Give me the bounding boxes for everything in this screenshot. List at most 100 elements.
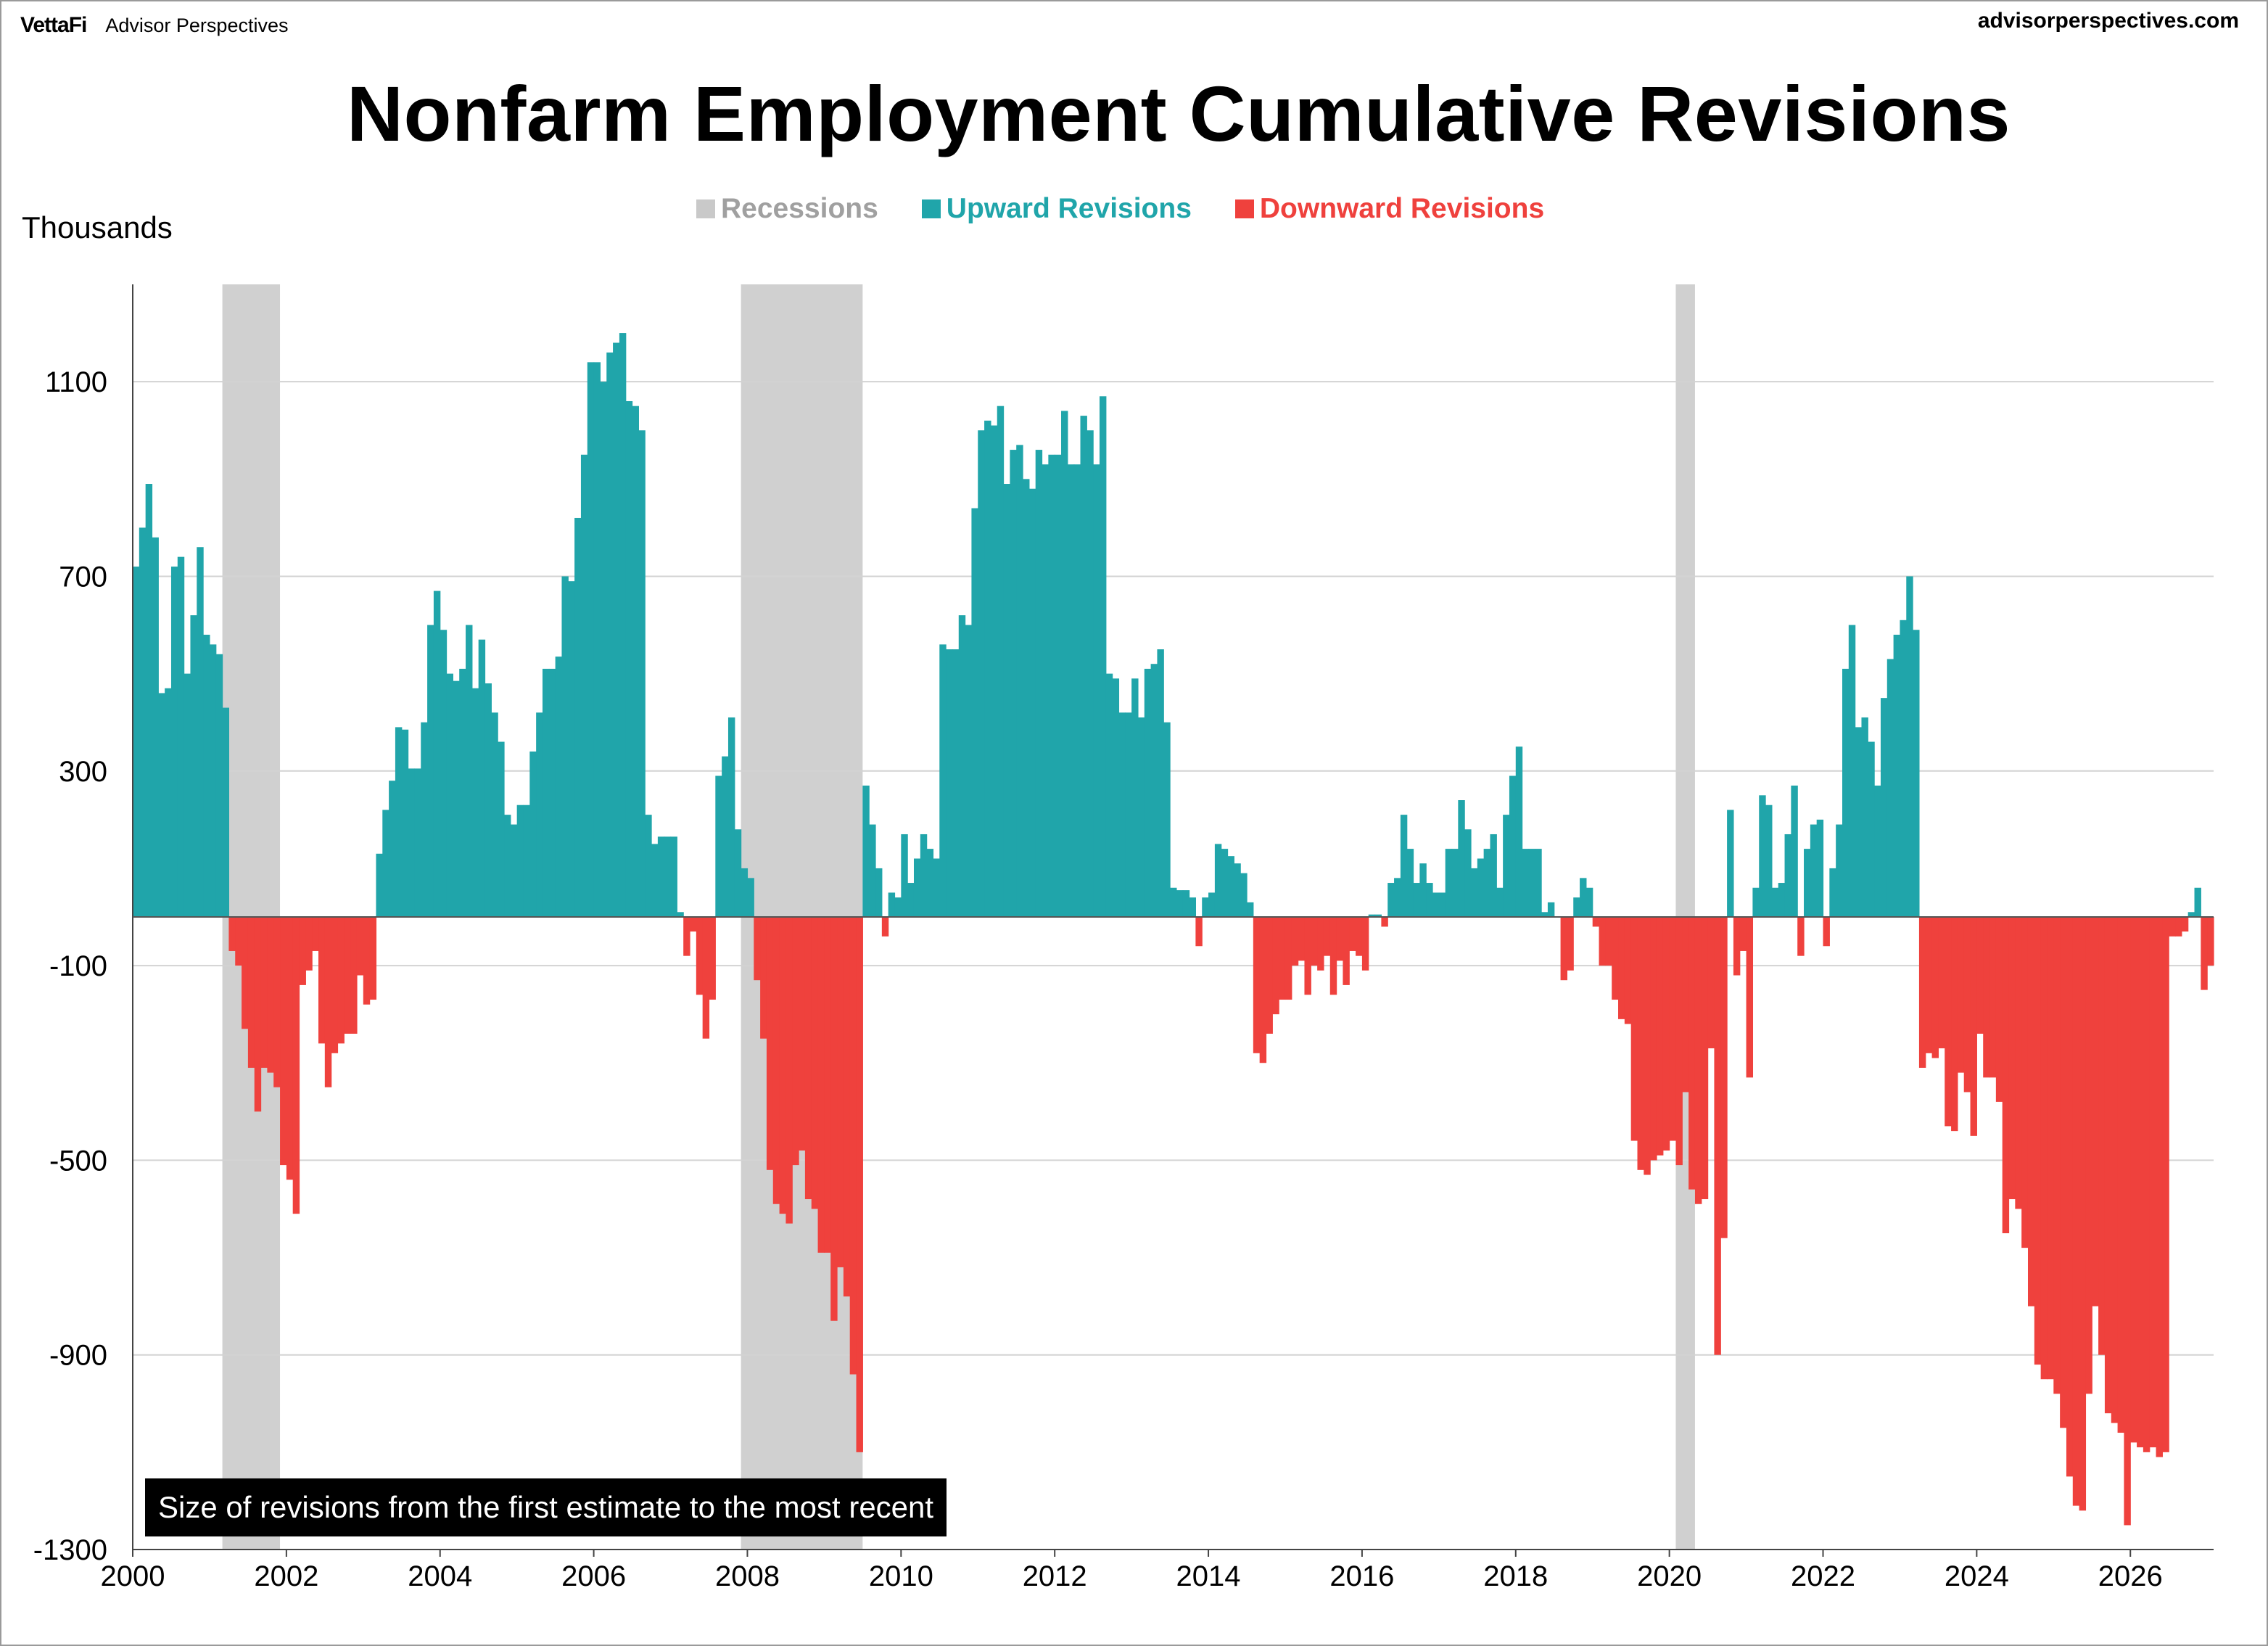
bar [760, 917, 767, 1039]
bar [1080, 416, 1087, 917]
bar [478, 639, 486, 917]
bar [881, 917, 889, 937]
bar [2085, 917, 2092, 1394]
y-tick-label: -100 [49, 950, 107, 982]
brand-name: Advisor Perspectives [105, 15, 289, 36]
bar [1157, 649, 1164, 917]
legend-label-recessions: Recessions [721, 193, 878, 224]
bar [1714, 917, 1721, 1355]
bar [1599, 917, 1606, 966]
bar [2053, 917, 2061, 1394]
bar [568, 581, 575, 917]
bar [1765, 805, 1773, 917]
bar [1797, 917, 1805, 956]
bar [1567, 917, 1574, 971]
bar [1073, 464, 1081, 917]
bar [1804, 849, 1811, 917]
bar [555, 657, 563, 917]
bar [1189, 897, 1196, 917]
legend: Recessions Upward Revisions Downward Rev… [696, 193, 1544, 225]
bar [471, 688, 479, 917]
x-tick-label: 2026 [2098, 1560, 2163, 1592]
y-axis-label: Thousands [22, 210, 173, 244]
bar [811, 917, 819, 1209]
bar [933, 858, 940, 917]
bar [619, 333, 627, 918]
bar [785, 917, 793, 1224]
bar [209, 644, 217, 917]
x-tick-label: 2000 [101, 1560, 165, 1592]
bar [1464, 829, 1472, 917]
bar [1848, 625, 1856, 917]
bar [1284, 917, 1292, 1000]
bar [1656, 917, 1664, 1156]
bar [952, 649, 960, 917]
bar [190, 615, 197, 917]
bar [2015, 917, 2022, 1209]
bar [1067, 464, 1075, 917]
bar [1989, 917, 1997, 1078]
bar [1913, 630, 1920, 917]
bar [2034, 917, 2042, 1365]
bar [350, 917, 358, 1034]
bar [344, 917, 351, 1034]
bar [1694, 917, 1702, 1204]
bar [145, 484, 153, 917]
bar [414, 768, 421, 917]
chart-note: Size of revisions from the first estimat… [145, 1478, 947, 1536]
legend-item-downward: Downward Revisions [1234, 193, 1544, 225]
bar [1413, 883, 1420, 917]
bar [1214, 844, 1222, 917]
bar [1112, 678, 1120, 917]
bar [875, 868, 883, 917]
bar [183, 673, 191, 917]
bar [1650, 917, 1657, 1161]
legend-label-upward: Upward Revisions [946, 193, 1192, 224]
bar [1880, 698, 1888, 917]
bar [1010, 450, 1017, 917]
bar [203, 634, 210, 917]
legend-item-upward: Upward Revisions [921, 193, 1192, 225]
bar [1458, 800, 1465, 917]
bar [971, 508, 978, 917]
bar [1208, 892, 1216, 917]
bar [523, 805, 530, 917]
vettafi-logo: VettaFi [20, 13, 87, 37]
x-tick-label: 2018 [1483, 1560, 1548, 1592]
bar [696, 917, 704, 995]
bar [997, 406, 1005, 917]
bar [254, 917, 262, 1112]
bar [2066, 917, 2074, 1477]
bar [1150, 664, 1158, 917]
bar [600, 382, 607, 917]
bar [1394, 878, 1401, 917]
bar [984, 420, 991, 917]
bar [1195, 917, 1203, 947]
bar [1644, 917, 1651, 1175]
bar [1016, 445, 1023, 917]
bar [817, 917, 825, 1253]
bar [1419, 863, 1427, 917]
bar [152, 537, 159, 917]
bar [1361, 917, 1369, 971]
bar [574, 517, 582, 917]
bar [1093, 464, 1100, 917]
site-url[interactable]: advisorperspectives.com [1977, 9, 2239, 33]
x-tick-label: 2006 [561, 1560, 626, 1592]
legend-swatch-upward [921, 199, 941, 218]
bar [1356, 917, 1363, 956]
bar [1163, 722, 1171, 917]
bar [1612, 917, 1619, 1000]
bar [466, 625, 473, 917]
bar [1227, 856, 1234, 917]
bar [133, 567, 140, 917]
bar [2169, 917, 2176, 937]
bar [1906, 576, 1913, 917]
bar [1746, 917, 1754, 1078]
bar [843, 917, 851, 1297]
bar [593, 362, 601, 917]
bar [1042, 464, 1049, 917]
bar [369, 917, 377, 1000]
bar [1182, 890, 1190, 917]
y-tick-label: -500 [49, 1145, 107, 1177]
